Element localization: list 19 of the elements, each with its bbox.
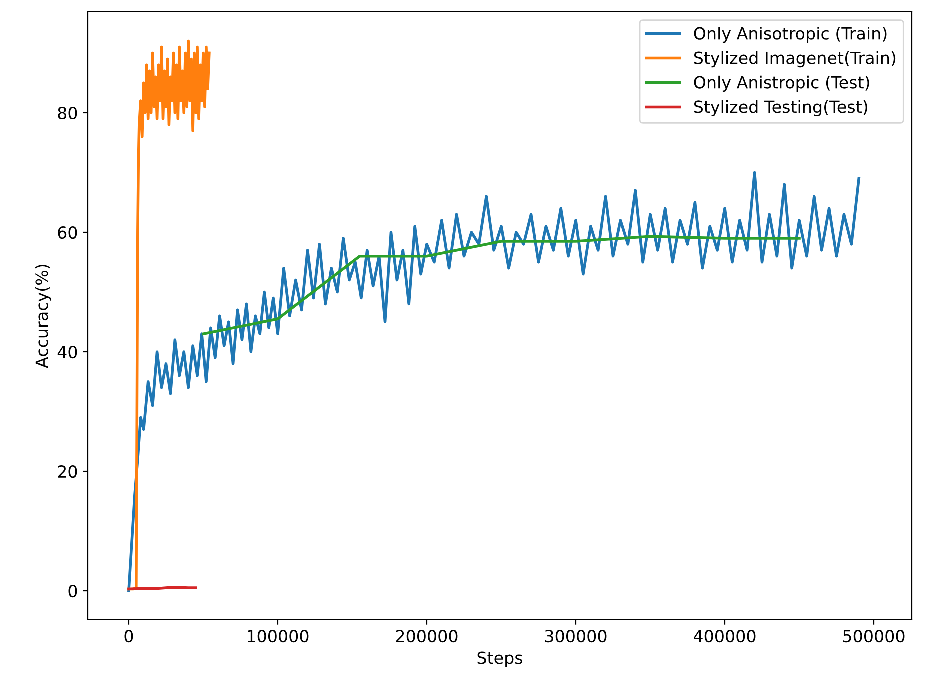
line-series: [202, 235, 801, 336]
legend-label: Stylized Imagenet(Train): [694, 51, 896, 68]
y-tick-label: 0: [68, 584, 78, 598]
x-tick-label: 0: [124, 630, 134, 643]
line-series: [128, 171, 860, 592]
y-tick-label: 20: [58, 465, 78, 478]
y-tick-label: 40: [58, 346, 78, 359]
x-tick-label: 300000: [545, 630, 607, 643]
y-axis-title: Accuracy(%): [35, 264, 52, 368]
legend-label: Only Anisotropic (Train): [694, 27, 887, 44]
legend-label: Only Anistropic (Test): [694, 76, 870, 92]
legend-label: Stylized Testing(Test): [694, 100, 868, 117]
y-tick-label: 80: [58, 106, 78, 120]
x-axis-title: Steps: [478, 652, 522, 668]
x-tick-label: 100000: [248, 630, 309, 643]
x-tick-label: 400000: [694, 630, 756, 643]
x-tick-label: 200000: [396, 630, 458, 643]
x-tick-label: 500000: [843, 630, 905, 643]
y-tick-label: 60: [58, 226, 78, 240]
